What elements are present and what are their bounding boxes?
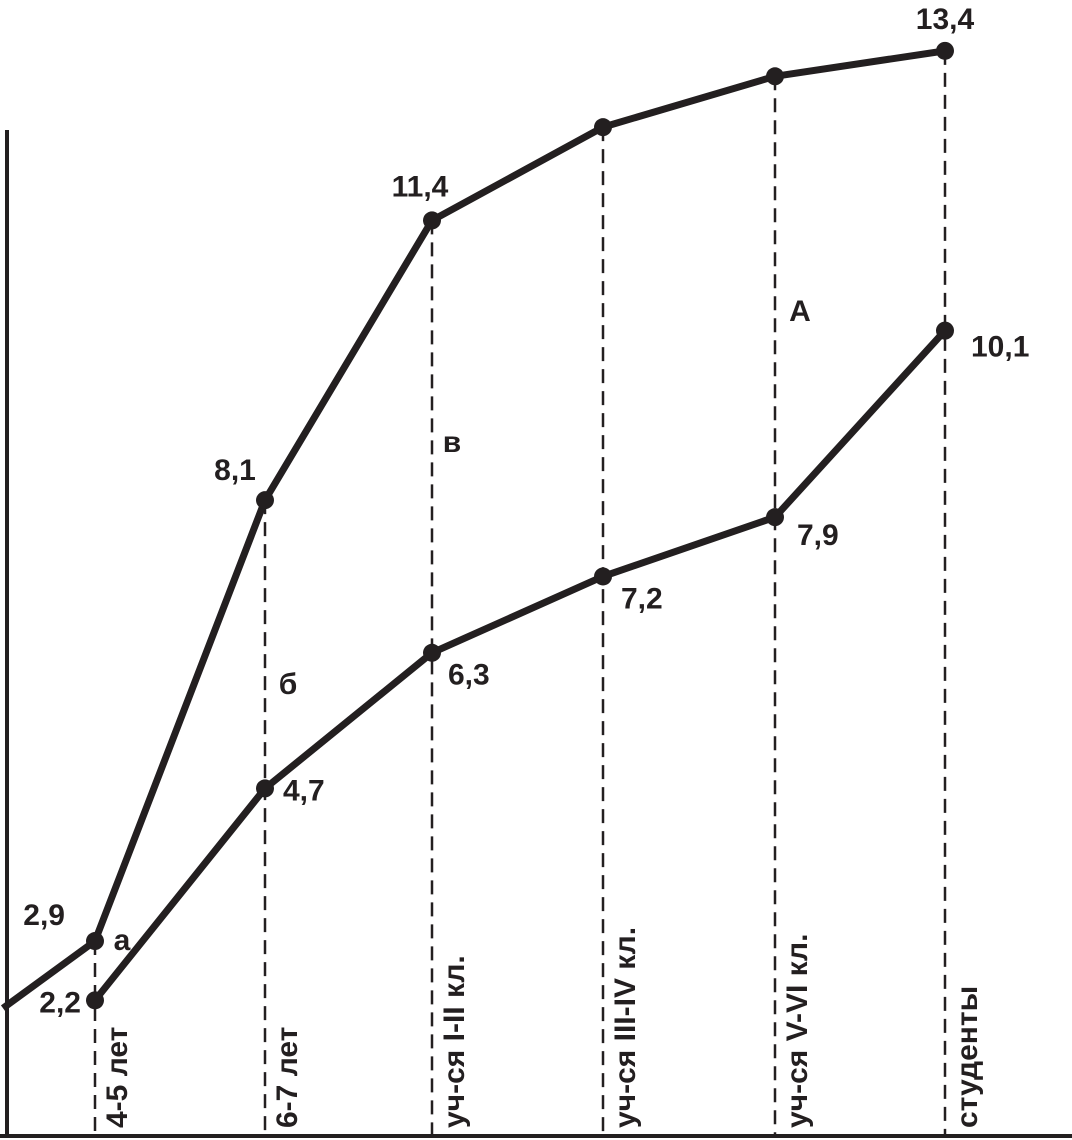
data-point — [766, 508, 784, 527]
annotation: а — [114, 924, 131, 957]
data-point — [594, 567, 612, 586]
series-line — [92, 328, 948, 1003]
data-point — [594, 118, 612, 137]
x-tick-label: 6-7 лет — [271, 1027, 304, 1128]
data-label: 8,1 — [214, 454, 256, 487]
data-label: 2,9 — [23, 899, 65, 932]
data-point — [936, 41, 954, 60]
series-line — [91, 47, 946, 943]
data-point — [86, 991, 104, 1010]
x-tick-label: уч-ся III-IV кл. — [609, 927, 642, 1128]
data-label: 11,4 — [392, 170, 449, 203]
x-tick-label: 4-5 лет — [101, 1027, 134, 1128]
annotation: А — [789, 295, 811, 328]
data-point — [256, 491, 274, 510]
annotation: в — [443, 426, 461, 459]
data-label: 10,1 — [971, 331, 1029, 364]
data-point — [766, 67, 784, 86]
x-tick-label: уч-ся I-II кл. — [438, 955, 471, 1128]
data-point — [256, 779, 274, 798]
data-point — [423, 211, 441, 230]
x-tick-label: студенты — [951, 986, 984, 1128]
annotation: б — [279, 668, 298, 701]
data-point — [936, 321, 954, 340]
lead-in-line — [0, 938, 98, 1012]
data-label: 13,4 — [916, 3, 975, 36]
data-label: 2,2 — [39, 986, 81, 1019]
data-label: 7,9 — [797, 519, 839, 552]
data-label: 6,3 — [448, 659, 490, 692]
data-point — [86, 932, 104, 951]
x-tick-label: уч-ся V-VI кл. — [781, 934, 814, 1128]
data-label: 7,2 — [621, 582, 663, 615]
data-label: 4,7 — [283, 774, 325, 807]
data-point — [423, 643, 441, 662]
